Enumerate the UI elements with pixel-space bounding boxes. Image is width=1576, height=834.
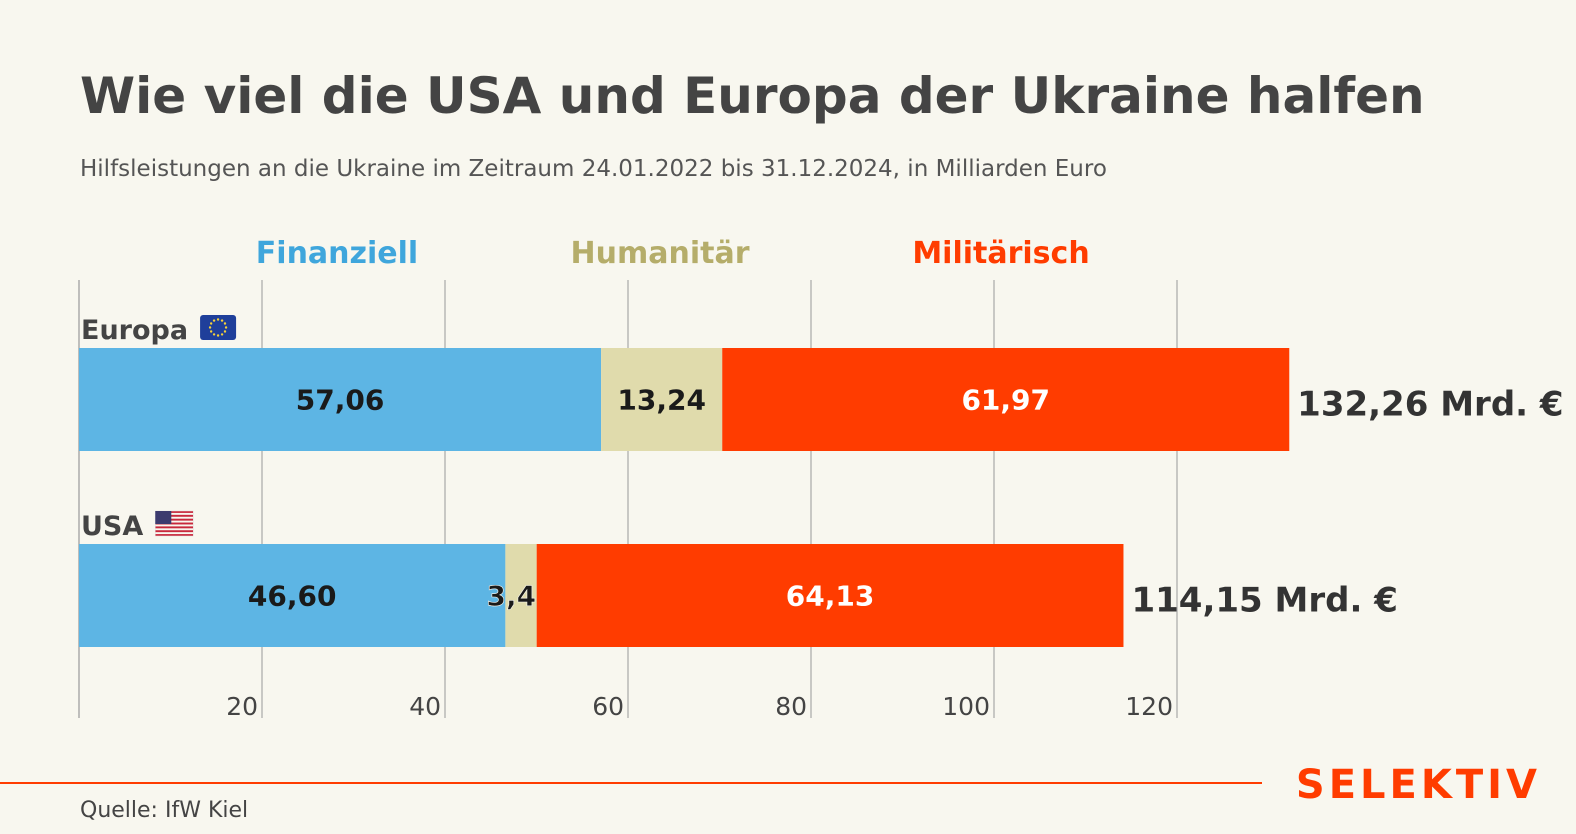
gridlines: 20 40 60 80 100 120 xyxy=(78,280,1178,721)
chart-subtitle: Hilfsleistungen an die Ukraine im Zeitra… xyxy=(80,156,1107,182)
data-label: 64,13 xyxy=(786,580,875,613)
us-flag-icon xyxy=(155,510,194,537)
x-tick-label: 20 xyxy=(226,692,258,721)
category-label: Europa xyxy=(81,315,188,346)
x-tick-label: 120 xyxy=(1125,692,1173,721)
total-label: 132,26 Mrd. € xyxy=(1297,385,1563,425)
legend-item: Militärisch xyxy=(912,236,1089,271)
bar-segment-militärisch xyxy=(536,544,1124,647)
bar-segment-finanziell xyxy=(79,544,506,647)
x-tick-label: 40 xyxy=(409,692,441,721)
bar-segment-militärisch xyxy=(722,348,1290,451)
category-label: USA xyxy=(81,511,143,542)
total-label: 114,15 Mrd. € xyxy=(1131,581,1397,621)
eu-flag-icon xyxy=(200,315,237,340)
bar-segment-humanitär xyxy=(505,544,537,647)
x-tick-label: 80 xyxy=(775,692,807,721)
selektiv-logo: SELEKTIV xyxy=(1296,762,1541,808)
data-label: 57,06 xyxy=(296,384,385,417)
data-label: 13,24 xyxy=(617,384,706,417)
data-label: 46,60 xyxy=(248,580,337,613)
legend: Finanziell Humanitär Militärisch xyxy=(256,236,1090,271)
bar-segment-humanitär xyxy=(601,348,723,451)
bar-segment-finanziell xyxy=(79,348,602,451)
legend-item: Finanziell xyxy=(256,236,418,271)
data-label: 61,97 xyxy=(961,384,1050,417)
x-tick-label: 60 xyxy=(592,692,624,721)
source-note: Quelle: IfW Kiel xyxy=(80,798,248,823)
x-tick-label: 100 xyxy=(942,692,990,721)
bars: Europa 57,06 13,24 61,97 132,26 Mrd. € USA 46,… xyxy=(79,315,1564,647)
bar-group-europa: Europa 57,06 13,24 61,97 132,26 Mrd. € xyxy=(79,315,1564,451)
legend-item: Humanitär xyxy=(571,236,750,271)
chart-title: Wie viel die USA und Europa der Ukraine … xyxy=(80,67,1425,125)
